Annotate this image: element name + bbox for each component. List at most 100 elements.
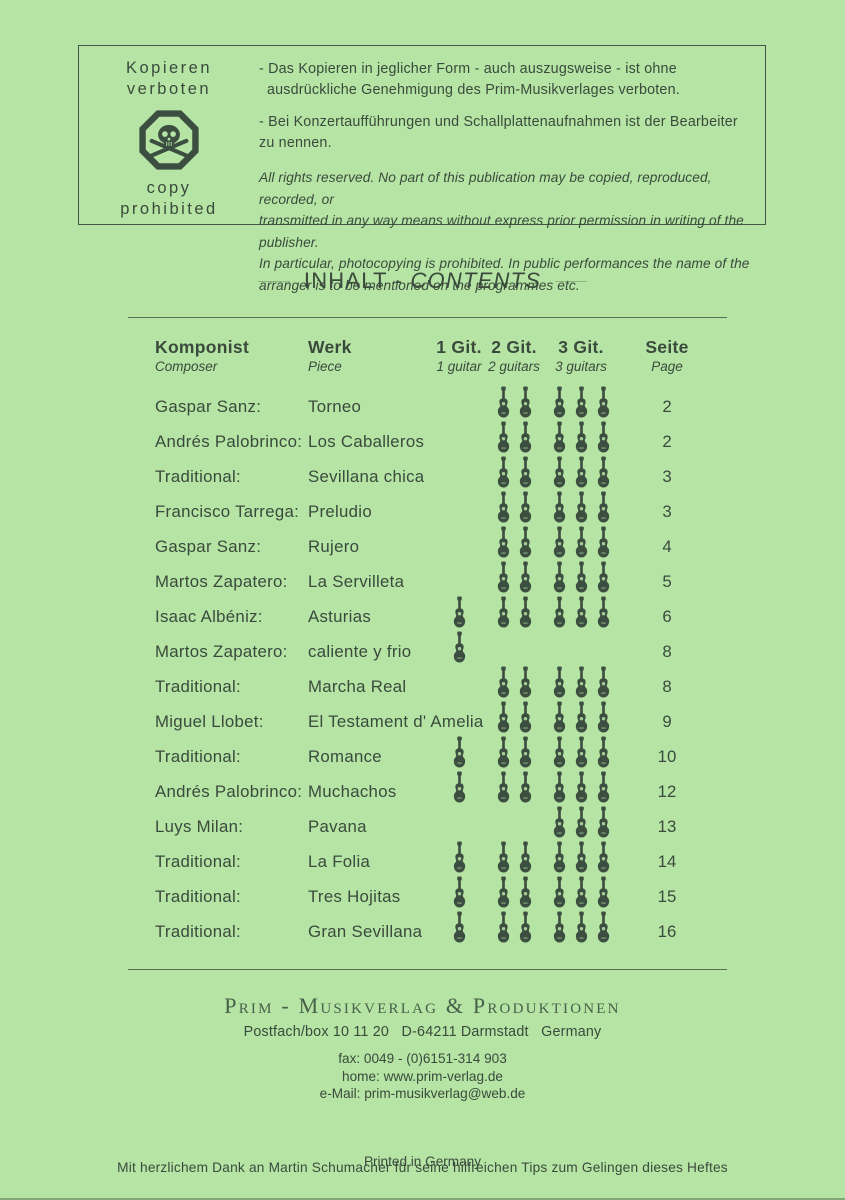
guitar-icon — [597, 596, 609, 628]
guitar-icon — [453, 876, 465, 908]
composer-cell: Martos Zapatero: — [155, 642, 288, 662]
composer-cell: Traditional: — [155, 467, 241, 487]
guitar-icon — [519, 386, 531, 418]
page-number-cell: 13 — [657, 817, 677, 837]
table-row: Andrés Palobrinco: Los Caballeros — [155, 421, 695, 456]
2-guitars-cell — [483, 841, 545, 877]
german-notice: - Das Kopieren in jeglicher Form - auch … — [259, 59, 753, 154]
copy-prohibited-label: copy prohibited — [120, 178, 217, 220]
guitar-icon — [575, 386, 587, 418]
guitar-icon — [497, 456, 509, 488]
guitar-icon — [497, 666, 509, 698]
guitar-icon — [553, 666, 565, 698]
german-notice-line: ausdrückliche Genehmigung des Prim-Musik… — [267, 82, 680, 98]
2-guitars-cell — [483, 491, 545, 527]
table-row: Francisco Tarrega: Preludio — [155, 491, 695, 526]
copyright-box-text: - Das Kopieren in jeglicher Form - auch … — [259, 46, 765, 293]
composer-cell: Francisco Tarrega: — [155, 502, 300, 522]
guitar-icon — [597, 806, 609, 838]
copy-line: copy — [146, 179, 192, 197]
guitar-icon — [575, 421, 587, 453]
3-guitars-cell — [545, 386, 617, 422]
3-guitars-cell — [545, 701, 617, 737]
piece-cell: Marcha Real — [308, 677, 407, 697]
guitar-icon — [519, 841, 531, 873]
1-guitar-cell — [435, 771, 483, 807]
top-rule — [128, 317, 727, 318]
guitar-icon — [575, 771, 587, 803]
publisher-fax: fax: 0049 - (0)6151-314 903 — [338, 1051, 507, 1066]
guitar-icon — [553, 421, 565, 453]
3-guitars-cell — [545, 876, 617, 912]
piece-cell: caliente y frio — [308, 642, 412, 662]
table-row: Isaac Albéniz: Asturias — [155, 596, 695, 631]
guitar-icon — [597, 491, 609, 523]
composer-cell: Andrés Palobrinco: — [155, 432, 303, 452]
publisher-email: e-Mail: prim-musikverlag@web.de — [319, 1086, 526, 1101]
composer-cell: Gaspar Sanz: — [155, 397, 262, 417]
column-header-piece: Werk Piece — [308, 337, 352, 375]
column-header-3-guitars: 3 Git. 3 guitars — [555, 337, 607, 375]
guitar-icon — [597, 526, 609, 558]
3-guitars-cell — [545, 771, 617, 807]
guitar-icon — [519, 666, 531, 698]
table-row: Traditional: Gran Sevillana — [155, 911, 695, 946]
skull-crossbones-octagon-icon — [138, 109, 200, 171]
publisher-contact: fax: 0049 - (0)6151-314 903 home: www.pr… — [0, 1050, 845, 1103]
3-guitars-cell — [545, 561, 617, 597]
page-number-cell: 8 — [662, 677, 672, 697]
3-guitars-cell — [545, 596, 617, 632]
copyright-box-left: Kopieren verboten — [79, 46, 259, 224]
guitar-icon — [553, 386, 565, 418]
guitar-icon — [553, 456, 565, 488]
piece-cell: Torneo — [308, 397, 362, 417]
guitar-icon — [497, 771, 509, 803]
guitar-icon — [553, 491, 565, 523]
publisher-name: Prim - Musikverlag & Produktionen — [224, 993, 621, 1018]
guitar-icon — [575, 701, 587, 733]
guitar-icon — [553, 771, 565, 803]
guitar-icon — [497, 491, 509, 523]
1-guitar-cell — [435, 698, 483, 702]
guitar-icon — [497, 841, 509, 873]
page-number-cell: 10 — [657, 747, 677, 767]
piece-cell: Asturias — [308, 607, 372, 627]
page-number-cell: 6 — [662, 607, 672, 627]
guitar-icon — [553, 526, 565, 558]
2-guitars-cell — [483, 701, 545, 737]
publisher-address: Postfach/box 10 11 20 D-64211 Darmstadt … — [243, 1024, 602, 1040]
1-guitar-cell — [435, 841, 483, 877]
3-guitars-cell — [545, 806, 617, 842]
verboten-line: verboten — [126, 80, 212, 98]
composer-cell: Martos Zapatero: — [155, 572, 288, 592]
1-guitar-cell — [435, 453, 483, 457]
guitar-icon — [497, 876, 509, 908]
guitar-icon — [575, 911, 587, 943]
1-guitar-cell — [435, 596, 483, 632]
guitar-icon — [519, 876, 531, 908]
guitar-icon — [597, 771, 609, 803]
1-guitar-cell — [435, 876, 483, 912]
table-row: Miguel Llobet: El Testament d' Amelia — [155, 701, 695, 736]
2-guitars-cell — [483, 596, 545, 632]
guitar-icon — [597, 561, 609, 593]
2-guitars-cell — [483, 456, 545, 492]
guitar-icon — [497, 736, 509, 768]
3-guitars-cell — [545, 491, 617, 527]
german-notice-line: - Bei Konzertaufführungen und Schallplat… — [259, 114, 738, 151]
table-row: Traditional: La Folia — [155, 841, 695, 876]
guitar-icon — [453, 771, 465, 803]
1-guitar-cell — [435, 631, 483, 667]
1-guitar-cell — [435, 911, 483, 947]
guitar-icon — [553, 876, 565, 908]
piece-cell: Preludio — [308, 502, 372, 522]
guitar-icon — [497, 596, 509, 628]
column-header-page: Seite Page — [645, 337, 689, 375]
2-guitars-cell — [483, 666, 545, 702]
guitar-icon — [519, 421, 531, 453]
1-guitar-cell — [435, 558, 483, 562]
piece-cell: Los Caballeros — [308, 432, 425, 452]
composer-cell: Traditional: — [155, 887, 241, 907]
guitar-icon — [575, 491, 587, 523]
guitar-icon — [453, 631, 465, 663]
